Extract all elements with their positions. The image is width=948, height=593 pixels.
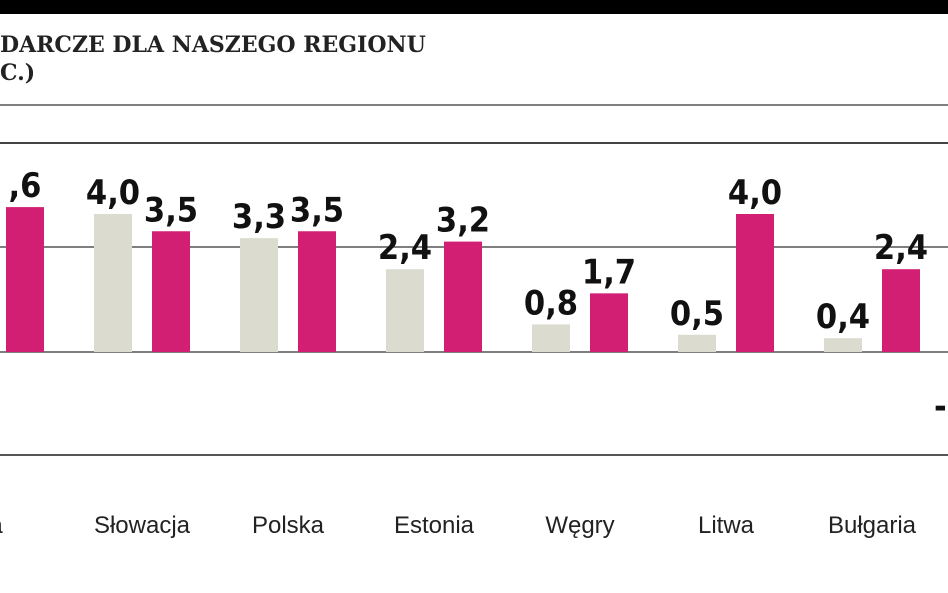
value-label-wegry-series-1: 0,8	[524, 283, 578, 323]
category-label-a: a	[0, 512, 3, 539]
value-labels: ,6 4,0 3,5 3,3 3,52,43,20,81,70,54,00,42,4	[9, 166, 929, 337]
bar-bulgaria-series-2	[882, 269, 920, 352]
right-edge-label: -	[934, 387, 947, 427]
bar-wegry-series-1	[532, 324, 570, 352]
bar-polska-series-1	[240, 238, 278, 352]
bar-estonia-series-2	[444, 241, 482, 352]
bar-litwa-series-1	[678, 334, 716, 352]
value-label-wegry-series-2: 1,7	[582, 252, 636, 292]
bar-a-series-2	[6, 207, 44, 352]
bar-polska-series-2	[298, 231, 336, 352]
category-label-litwa: Litwa	[698, 512, 755, 539]
category-label-bulgaria: Bułgaria	[828, 512, 917, 539]
category-label-polska: Polska	[252, 512, 325, 539]
value-label-slowacja-series-1: 4,0	[86, 173, 140, 213]
bar-slowacja-series-2	[152, 231, 190, 352]
category-label-wegry: Węgry	[545, 512, 614, 539]
value-label-slowacja-series-2: 3,5	[144, 190, 198, 230]
chart-subtitle: C.)	[0, 60, 35, 86]
chart-title: DARCZE DLA NASZEGO REGIONU	[0, 32, 426, 58]
bar-litwa-series-2	[736, 214, 774, 352]
value-label-estonia-series-1: 2,4	[378, 228, 432, 268]
value-label-polska-series-1: 3,3	[232, 197, 286, 237]
bar-slowacja-series-1	[94, 214, 132, 352]
value-label-a-series-2: ,6	[9, 166, 42, 206]
category-label-estonia: Estonia	[394, 512, 475, 539]
category-label-slowacja: Słowacja	[94, 512, 191, 539]
value-label-polska-series-2: 3,5	[290, 190, 344, 230]
value-label-estonia-series-2: 3,2	[436, 201, 490, 241]
bar-bulgaria-series-1	[824, 338, 862, 352]
top-black-band	[0, 0, 948, 14]
value-label-bulgaria-series-1: 0,4	[816, 297, 870, 337]
bar-wegry-series-2	[590, 293, 628, 352]
value-label-litwa-series-1: 0,5	[670, 294, 724, 334]
bar-estonia-series-1	[386, 269, 424, 352]
category-labels: a Słowacja Polska Estonia Węgry Litwa Bułgaria	[0, 512, 917, 539]
value-label-bulgaria-series-2: 2,4	[874, 228, 928, 268]
bars	[6, 207, 920, 352]
value-label-litwa-series-2: 4,0	[728, 173, 782, 213]
